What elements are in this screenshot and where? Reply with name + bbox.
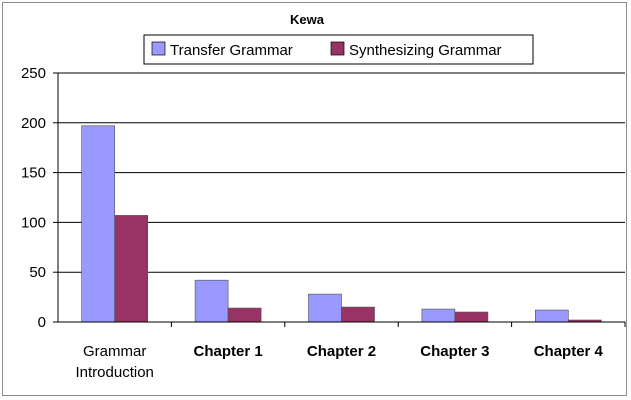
- y-tick-label: 0: [38, 314, 46, 331]
- x-tick-label: Introduction: [76, 364, 154, 381]
- bar-transfer-5: [534, 309, 569, 323]
- bar-synthesizing-3: [341, 306, 375, 323]
- axes: [57, 73, 626, 327]
- bar-transfer-3: [308, 293, 342, 323]
- bar-transfer-2: [194, 279, 229, 323]
- legend-swatch-transfer: [151, 41, 166, 56]
- bar-synthesizing-1: [114, 215, 148, 323]
- y-tick-label: 100: [21, 214, 46, 231]
- bars: [81, 125, 602, 323]
- y-tick-label: 50: [29, 264, 46, 281]
- x-tick-label: Chapter 3: [420, 343, 489, 360]
- bar-transfer-1: [81, 125, 115, 323]
- bar-transfer-4: [421, 308, 456, 323]
- y-tick-label: 200: [21, 115, 46, 132]
- x-tick-label: Chapter 2: [307, 343, 376, 360]
- legend-label-transfer: Transfer Grammar: [170, 42, 293, 59]
- legend-swatch-synthesizing: [330, 41, 345, 56]
- x-tick-label: Chapter 4: [534, 343, 604, 360]
- x-tick-label: Chapter 1: [194, 343, 263, 360]
- legend-label-synthesizing: Synthesizing Grammar: [349, 42, 502, 59]
- x-tick-labels: Grammar Introduction Chapter 1 Chapter 2 Cha…: [76, 343, 604, 381]
- y-tick-labels: 0 50 100 150 200 250: [21, 65, 46, 331]
- chart-title: Kewa: [290, 12, 325, 27]
- y-tick-label: 150: [21, 165, 46, 182]
- bar-synthesizing-2: [227, 307, 262, 323]
- y-tick-label: 250: [21, 65, 46, 82]
- grid: [53, 72, 625, 323]
- bar-synthesizing-4: [454, 311, 489, 323]
- legend: Transfer Grammar Synthesizing Grammar: [143, 34, 534, 65]
- x-tick-label: Grammar: [83, 343, 146, 360]
